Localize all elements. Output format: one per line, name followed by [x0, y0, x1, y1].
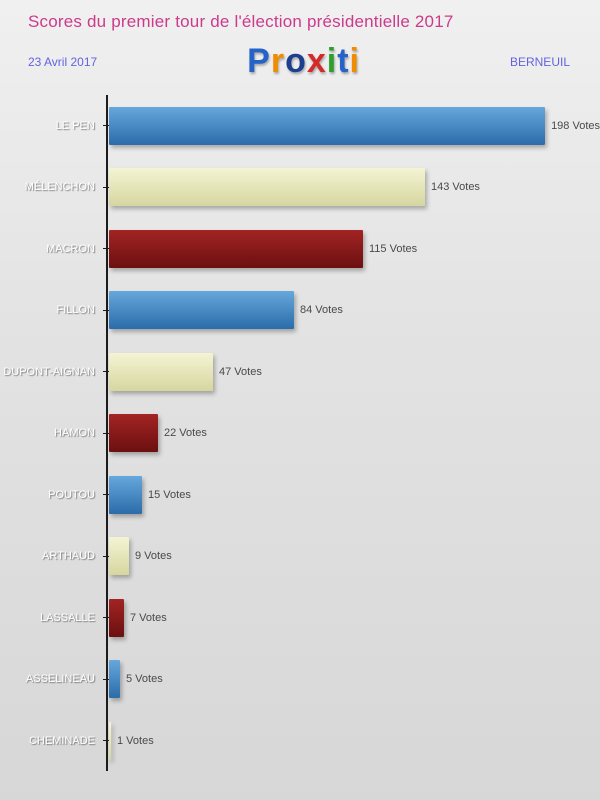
category-label: DUPONT-AIGNAN	[3, 365, 95, 378]
axis-tick	[103, 371, 109, 373]
category-label: ARTHAUD	[42, 550, 95, 563]
category-label: LE PEN	[55, 119, 95, 132]
bar-blue	[109, 475, 142, 514]
chart-row: LE PEN 198 Votes	[0, 95, 600, 157]
axis-tick-cell	[100, 125, 109, 127]
bar-cream	[109, 168, 425, 207]
category-label: FILLON	[56, 304, 95, 317]
value-label: 22 Votes	[164, 427, 207, 440]
axis-tick-cell	[100, 248, 109, 250]
logo-letter: r	[270, 42, 286, 80]
value-label: 5 Votes	[126, 673, 163, 686]
value-label: 15 Votes	[148, 488, 191, 501]
category-label: MACRON	[46, 242, 95, 255]
axis-tick-cell	[100, 432, 109, 434]
category-label: CHEMINADE	[28, 734, 95, 747]
bar-chart-rows: LE PEN 198 Votes MÉLENCHON 143 Votes MACRON 1…	[0, 89, 600, 772]
bar-blue	[109, 660, 120, 699]
chart-row: POUTOU 15 Votes	[0, 464, 600, 526]
axis-tick	[103, 678, 109, 680]
axis-tick	[103, 494, 109, 496]
date-label: 23 Avril 2017	[28, 54, 98, 69]
value-label: 84 Votes	[300, 304, 343, 317]
axis-tick-cell	[100, 617, 109, 619]
value-label: 7 Votes	[130, 611, 167, 624]
chart-row: HAMON 22 Votes	[0, 403, 600, 465]
chart-row: ASSELINEAU 5 Votes	[0, 649, 600, 711]
axis-tick-cell	[100, 371, 109, 373]
logo-letter: t	[337, 42, 350, 80]
axis-tick	[102, 125, 109, 127]
proxiti-logo: Proxiti	[247, 42, 360, 81]
category-label: HAMON	[54, 427, 95, 440]
location-label: BERNEUIL	[509, 54, 570, 69]
header-row: 23 Avril 2017 Proxiti BERNEUIL	[0, 32, 600, 81]
category-label: POUTOU	[48, 488, 95, 501]
category-label: LASSALLE	[39, 611, 95, 624]
axis-tick	[103, 309, 109, 311]
bar-darkred	[109, 414, 158, 453]
value-label: 143 Votes	[431, 181, 480, 194]
category-label: MÉLENCHON	[24, 181, 95, 194]
value-label: 115 Votes	[369, 242, 418, 255]
axis-tick	[103, 248, 109, 250]
logo-letter: i	[349, 42, 360, 80]
chart-row: LASSALLE 7 Votes	[0, 587, 600, 649]
bar-darkred	[109, 598, 124, 637]
axis-tick-cell	[100, 494, 109, 496]
bar-cream	[109, 537, 129, 576]
bar-blue	[109, 291, 294, 330]
chart-row: CHEMINADE 1 Votes	[0, 710, 600, 772]
category-label: ASSELINEAU	[25, 673, 95, 686]
axis-tick-cell	[100, 309, 109, 311]
value-label: 47 Votes	[219, 365, 262, 378]
chart-row: ARTHAUD 9 Votes	[0, 526, 600, 588]
axis-tick-cell	[100, 678, 109, 680]
bar-darkred	[109, 229, 363, 268]
chart-row: DUPONT-AIGNAN 47 Votes	[0, 341, 600, 403]
value-label: 1 Votes	[117, 734, 154, 747]
value-label: 198 Votes	[551, 119, 600, 132]
axis-tick	[103, 555, 109, 557]
bar-chart: LE PEN 198 Votes MÉLENCHON 143 Votes MACRON 1…	[0, 89, 600, 785]
bar-cream	[109, 352, 213, 391]
bar-blue	[108, 106, 546, 145]
page-title: Scores du premier tour de l'élection pré…	[28, 12, 454, 31]
logo-letter: x	[306, 42, 327, 80]
chart-row: FILLON 84 Votes	[0, 280, 600, 342]
chart-row: MACRON 115 Votes	[0, 218, 600, 280]
value-label: 9 Votes	[135, 550, 172, 563]
axis-tick	[103, 740, 109, 742]
logo-letter: P	[247, 42, 271, 80]
axis-tick	[103, 617, 109, 619]
axis-tick	[103, 186, 109, 188]
axis-tick	[103, 432, 109, 434]
axis-tick-cell	[100, 555, 109, 557]
axis-tick-cell	[100, 186, 109, 188]
chart-row: MÉLENCHON 143 Votes	[0, 157, 600, 219]
logo-letter: o	[285, 42, 307, 80]
bar-cream	[109, 721, 111, 760]
axis-tick-cell	[100, 740, 109, 742]
logo-letter: i	[326, 42, 338, 80]
